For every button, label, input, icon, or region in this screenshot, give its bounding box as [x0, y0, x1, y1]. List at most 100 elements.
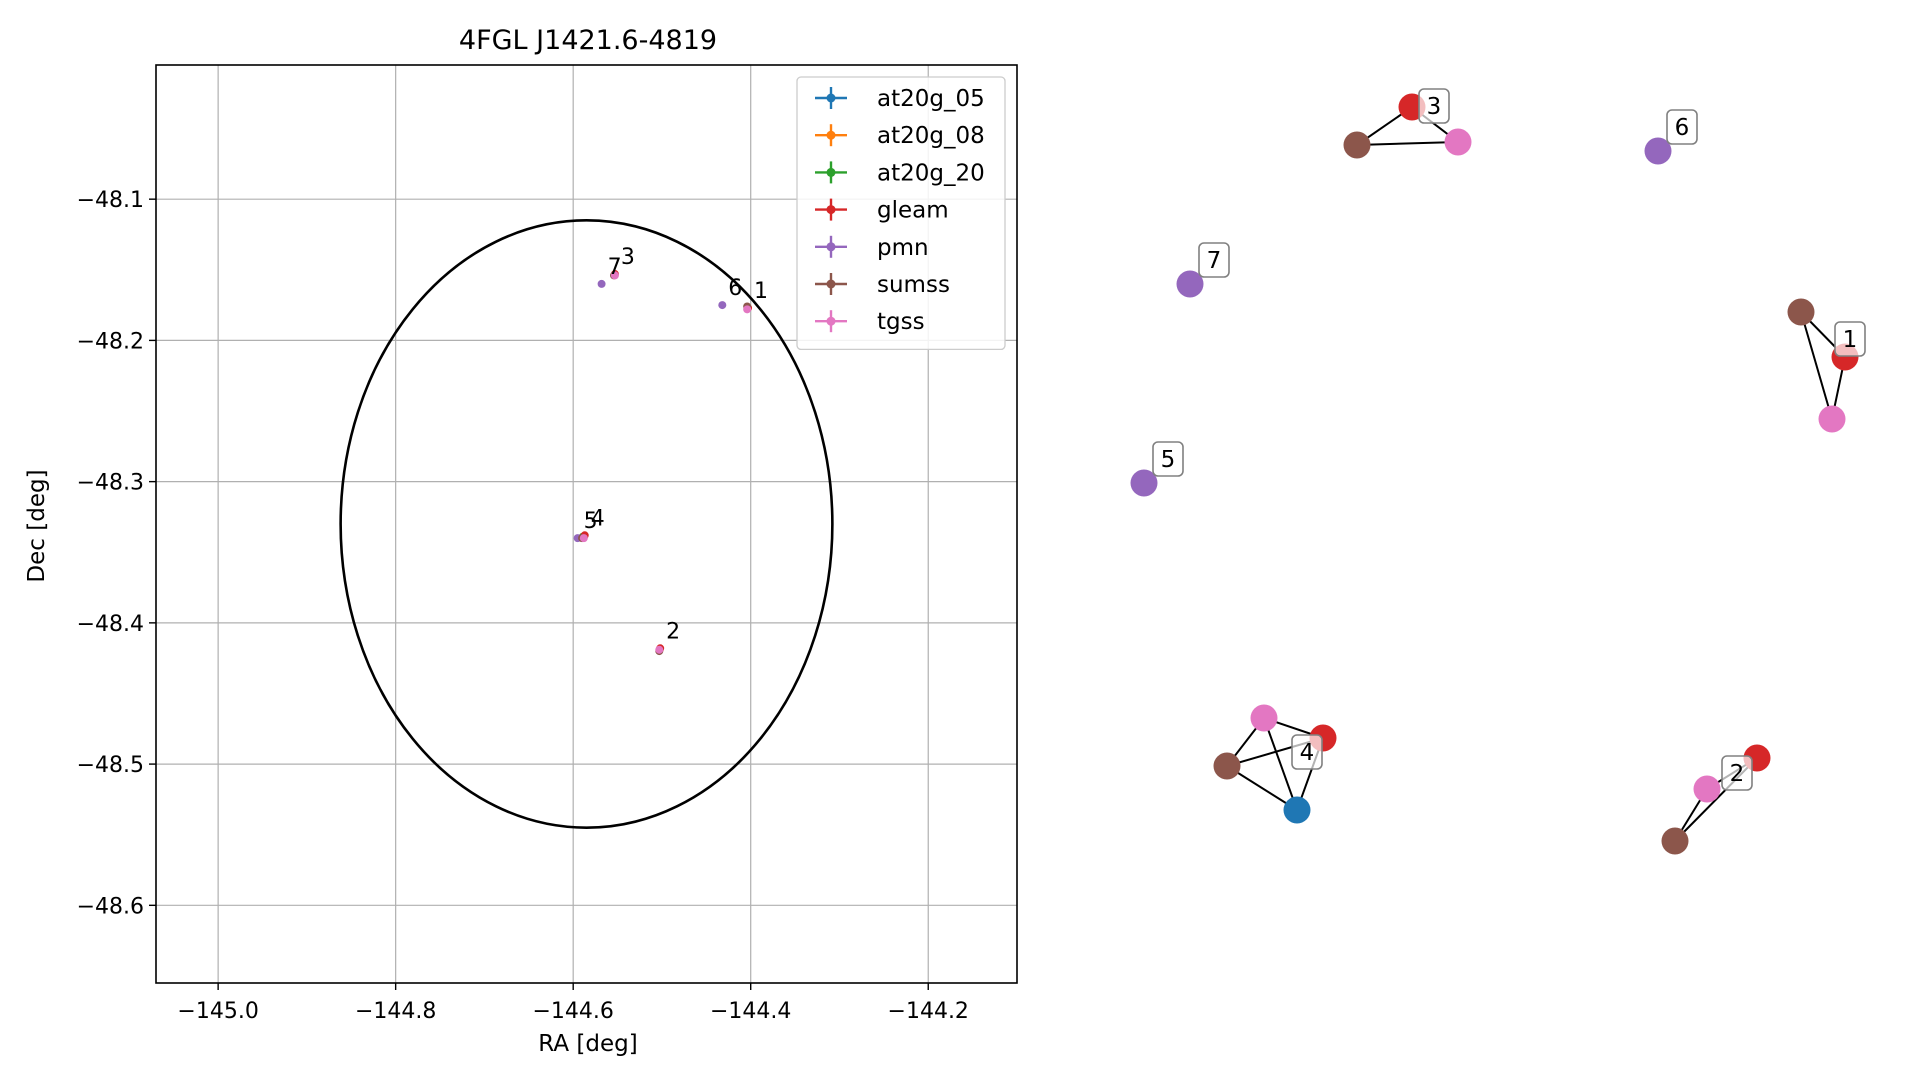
node-6-pmn	[1644, 137, 1672, 165]
grid-lines	[156, 65, 1017, 983]
node-4-at20g	[1283, 796, 1311, 824]
network-label-box-6	[1666, 109, 1698, 145]
x-tick-label-1: −144.8	[355, 999, 436, 1024]
legend-entry-gleam: gleam	[815, 198, 949, 224]
legend-label-at20g_05: at20g_05	[877, 86, 985, 112]
node-2-sumss	[1661, 827, 1689, 855]
network-label-box-4	[1291, 734, 1323, 770]
network-label-text-3: 3	[1427, 94, 1442, 120]
network-label-text-4: 4	[1300, 740, 1315, 766]
source-label-7: 7	[608, 255, 622, 280]
network-label-text-2: 2	[1730, 761, 1745, 787]
legend-label-at20g_08: at20g_08	[877, 123, 985, 149]
network-labels: 1 2 3 4 5 6 7	[1152, 88, 1866, 791]
y-axis-ticks: −48.1 −48.2 −48.3 −48.4 −48.5 −48.6	[77, 188, 156, 919]
network-label-box-3	[1418, 88, 1450, 124]
network-label-text-6: 6	[1675, 115, 1690, 141]
source-label-6: 6	[728, 276, 742, 301]
network-label-box-7	[1198, 242, 1230, 278]
legend-marker-dot-gleam	[826, 205, 836, 215]
source-labels: 1 2 3 45 6 7	[584, 245, 768, 644]
source-label-1: 1	[754, 279, 768, 304]
x-tick-label-0: −145.0	[177, 999, 258, 1024]
source-points	[573, 270, 753, 656]
x-axis-label: RA [deg]	[538, 1031, 637, 1057]
network-label-5: 5	[1152, 441, 1184, 477]
y-tick-label-4: −48.5	[77, 753, 144, 778]
point-tgss-2	[610, 271, 619, 280]
y-tick-label-5: −48.6	[77, 894, 144, 919]
network-label-box-5	[1152, 441, 1184, 477]
legend-marker-dot-at20g_08	[826, 130, 836, 140]
y-axis-label: Dec [deg]	[24, 469, 50, 582]
node-5-pmn	[1130, 469, 1158, 497]
legend-marker-dot-at20g_05	[826, 93, 836, 103]
y-tick-label-3: −48.4	[77, 612, 144, 637]
network-label-3: 3	[1418, 88, 1450, 124]
node-2-tgss	[1693, 775, 1721, 803]
network-label-text-1: 1	[1843, 327, 1858, 353]
source-label-2: 2	[666, 619, 680, 644]
legend-entry-sumss: sumss	[815, 272, 950, 298]
y-tick-label-1: −48.2	[77, 329, 144, 354]
y-tick-label-0: −48.1	[77, 188, 144, 213]
x-tick-label-4: −144.2	[888, 999, 969, 1024]
network-panel: 1 2 3 4 5 6 7	[1130, 88, 1866, 855]
legend-marker-dot-pmn	[826, 242, 836, 252]
legend-box	[796, 76, 1006, 351]
edge-1-sumss-1-tgss	[1800, 311, 1833, 420]
edge-4-tgss-4-at20g	[1263, 717, 1298, 811]
point-tgss-1	[655, 645, 664, 654]
plot-frame	[155, 64, 1018, 984]
y-tick-label-2: −48.3	[77, 471, 144, 496]
source-label-4: 4	[591, 506, 605, 531]
node-1-tgss	[1818, 405, 1846, 433]
network-nodes	[1130, 93, 1859, 855]
edge-3-sumss-3-tgss	[1356, 141, 1459, 146]
point-tgss-3	[579, 534, 588, 543]
edge-4-sumss-4-at20g	[1226, 765, 1298, 811]
point-pmn-1	[597, 279, 606, 288]
localization-ellipse-layer	[339, 219, 834, 829]
localization-ellipse	[339, 219, 834, 829]
legend-entry-at20g_05: at20g_05	[815, 86, 985, 112]
point-tgss-0	[743, 305, 752, 314]
x-axis-ticks: −145.0 −144.8 −144.6 −144.4 −144.2	[177, 983, 969, 1024]
point-pmn-0	[718, 301, 727, 310]
node-3-tgss	[1444, 128, 1472, 156]
legend-label-pmn: pmn	[877, 235, 929, 261]
legend-entry-pmn: pmn	[815, 235, 929, 261]
node-3-sumss	[1343, 131, 1371, 159]
legend-marker-dot-at20g_20	[826, 167, 836, 177]
node-4-sumss	[1213, 752, 1241, 780]
legend-entry-tgss: tgss	[815, 309, 925, 335]
network-label-box-2	[1721, 755, 1753, 791]
node-4-tgss	[1250, 704, 1278, 732]
source-label-5: 5	[584, 509, 598, 534]
network-label-6: 6	[1666, 109, 1698, 145]
node-7-pmn	[1176, 270, 1204, 298]
legend-entry-at20g_20: at20g_20	[815, 160, 985, 186]
legend-marker-dot-tgss	[826, 316, 836, 326]
network-label-4: 4	[1291, 734, 1323, 770]
legend-label-at20g_20: at20g_20	[877, 160, 985, 186]
legend-label-sumss: sumss	[877, 272, 950, 298]
network-label-text-5: 5	[1161, 447, 1176, 473]
x-tick-label-2: −144.6	[532, 999, 613, 1024]
network-label-box-1	[1834, 321, 1866, 357]
source-label-3: 3	[621, 245, 635, 270]
network-label-2: 2	[1721, 755, 1753, 791]
node-1-sumss	[1787, 298, 1815, 326]
network-label-7: 7	[1198, 242, 1230, 278]
network-label-1: 1	[1834, 321, 1866, 357]
chart-title: 4FGL J1421.6-4819	[459, 25, 717, 56]
legend-label-tgss: tgss	[877, 309, 925, 335]
legend-entry-at20g_08: at20g_08	[815, 123, 985, 149]
x-tick-label-3: −144.4	[710, 999, 791, 1024]
legend-marker-dot-sumss	[826, 279, 836, 289]
network-label-text-7: 7	[1207, 248, 1222, 274]
legend-label-gleam: gleam	[877, 198, 949, 224]
